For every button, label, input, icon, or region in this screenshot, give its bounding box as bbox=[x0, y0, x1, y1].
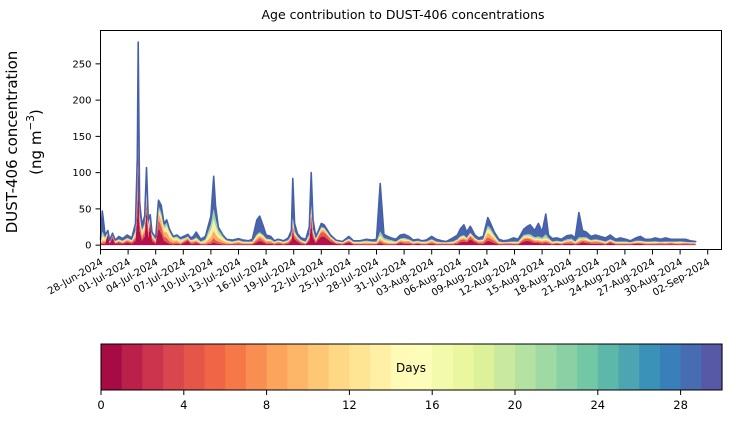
age-band-12-18 days bbox=[100, 125, 696, 243]
colorbar-segment bbox=[701, 344, 723, 390]
y-axis-label-line1: DUST-406 concentration bbox=[3, 51, 21, 234]
colorbar-segment bbox=[452, 344, 475, 390]
y-tick-label: 200 bbox=[72, 96, 91, 107]
colorbar-segment bbox=[225, 344, 247, 390]
colorbar-segment bbox=[204, 344, 226, 390]
colorbar-segment bbox=[183, 344, 206, 390]
colorbar-segment bbox=[101, 344, 123, 390]
colorbar-segment bbox=[142, 344, 164, 390]
colorbar-segment bbox=[597, 344, 620, 390]
colorbar-tick-label: 20 bbox=[508, 398, 523, 412]
colorbar-segment bbox=[535, 344, 557, 390]
y-axis-label-line2: (ng m−3) bbox=[25, 109, 45, 175]
chart-title: Age contribution to DUST-406 concentrati… bbox=[261, 7, 544, 22]
colorbar-segment bbox=[349, 344, 371, 390]
y-axis-label-superscript: −3 bbox=[25, 115, 37, 130]
x-axis-ticks: 28-Jun-202401-Jul-202404-Jul-202407-Jul-… bbox=[46, 249, 712, 299]
colorbar-segment bbox=[659, 344, 682, 390]
y-tick-label: 150 bbox=[72, 132, 91, 143]
colorbar-segment bbox=[370, 344, 392, 390]
colorbar-ticks: 0 4 8 12 16 20 24 28 bbox=[97, 390, 688, 412]
colorbar-label: Days bbox=[396, 361, 426, 375]
age-band-7-12 days bbox=[100, 134, 696, 244]
colorbar-tick-label: 8 bbox=[263, 398, 270, 412]
colorbar-tick-label: 28 bbox=[673, 398, 688, 412]
y-axis-ticks: 0 50 100 150 200 250 bbox=[72, 59, 101, 252]
colorbar-segment bbox=[308, 344, 330, 390]
concentration-outline bbox=[99, 41, 697, 243]
colorbar-tick-label: 12 bbox=[342, 398, 357, 412]
colorbar-frame bbox=[100, 343, 723, 391]
colorbar-segment bbox=[515, 344, 537, 390]
colorbar-segment bbox=[245, 344, 268, 390]
stacked-area-layers bbox=[100, 42, 696, 246]
colorbar-tick-label: 4 bbox=[180, 398, 187, 412]
colorbar-tick-label: 16 bbox=[425, 398, 440, 412]
age-band-0-3 days bbox=[100, 165, 696, 246]
y-tick-label: 250 bbox=[72, 59, 91, 70]
axes-frame bbox=[100, 30, 722, 250]
colorbar-segment bbox=[287, 344, 309, 390]
age-band-3-7 days bbox=[100, 147, 696, 245]
colorbar-segment bbox=[432, 344, 454, 390]
colorbar-segment bbox=[639, 344, 661, 390]
y-tick-label: 100 bbox=[72, 168, 91, 179]
colorbar-segment bbox=[556, 344, 578, 390]
age-band-24-30 days bbox=[100, 42, 696, 243]
total-outline-line bbox=[99, 41, 697, 243]
colorbar-segments bbox=[101, 344, 723, 390]
colorbar-segment bbox=[390, 344, 413, 390]
colorbar-segment bbox=[411, 344, 433, 390]
colorbar-segment bbox=[163, 344, 185, 390]
colorbar-segment bbox=[618, 344, 640, 390]
colorbar-segment bbox=[494, 344, 516, 390]
colorbar-segment bbox=[473, 344, 495, 390]
colorbar-segment bbox=[121, 344, 143, 390]
y-tick-label: 50 bbox=[79, 204, 92, 215]
colorbar-segment bbox=[577, 344, 599, 390]
age-band-18-24 days bbox=[100, 119, 696, 243]
colorbar-segment bbox=[680, 344, 702, 390]
colorbar-segment bbox=[266, 344, 288, 390]
y-tick-label: 0 bbox=[85, 241, 91, 252]
colorbar-tick-label: 24 bbox=[590, 398, 605, 412]
colorbar-tick-label: 0 bbox=[97, 398, 104, 412]
colorbar-segment bbox=[328, 344, 350, 390]
